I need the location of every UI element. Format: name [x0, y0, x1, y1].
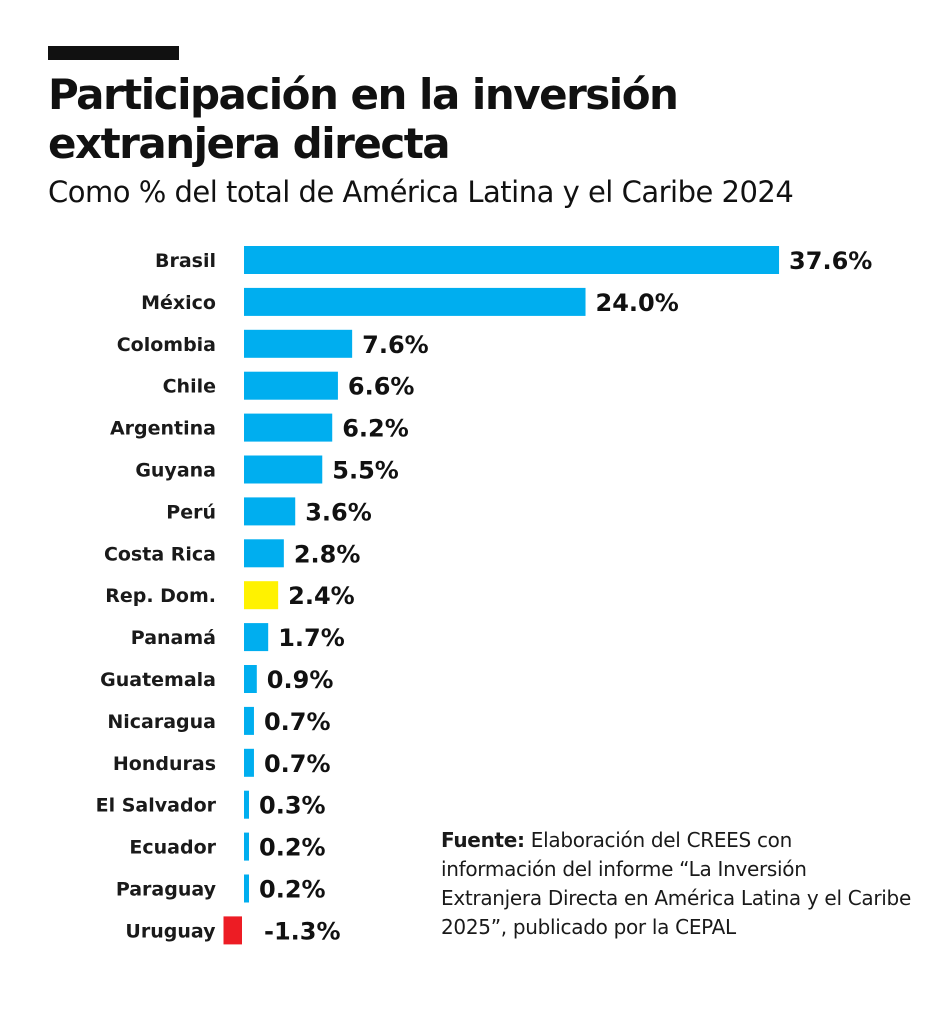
chart-subtitle: Como % del total de América Latina y el …	[48, 175, 794, 209]
bar-guatemala	[244, 665, 257, 693]
category-label-guatemala: Guatemala	[100, 669, 216, 691]
title-accent-rule	[48, 46, 179, 60]
chart-title-line-2: extranjera directa	[48, 119, 451, 168]
category-label-rep-dom: Rep. Dom.	[105, 585, 216, 607]
value-label-costa-rica: 2.8%	[294, 540, 361, 568]
bar-mexico	[244, 287, 586, 316]
bar-brasil	[244, 246, 780, 274]
category-label-paraguay: Paraguay	[116, 879, 217, 901]
category-label-panama: Panamá	[131, 627, 216, 649]
value-label-rep-dom: 2.4%	[288, 582, 355, 610]
bar-peru	[244, 497, 296, 526]
bar-colombia	[244, 329, 353, 358]
value-label-chile: 6.6%	[348, 373, 415, 401]
category-label-guyana: Guyana	[135, 460, 216, 482]
bar-honduras	[244, 748, 254, 777]
bar-nicaragua	[244, 706, 254, 735]
category-label-ecuador: Ecuador	[129, 837, 216, 859]
bar-rep-dom	[244, 581, 279, 610]
source-text: Elaboración del CREES con información de…	[441, 828, 911, 939]
category-label-colombia: Colombia	[117, 334, 216, 356]
value-label-uruguay: -1.3%	[264, 917, 341, 945]
category-label-honduras: Honduras	[113, 753, 216, 775]
value-label-guatemala: 0.9%	[267, 666, 334, 694]
value-label-brasil: 37.6%	[789, 247, 872, 275]
category-label-nicaragua: Nicaragua	[107, 711, 216, 733]
category-label-uruguay: Uruguay	[125, 920, 216, 942]
category-label-chile: Chile	[163, 376, 216, 398]
value-label-ecuador: 0.2%	[259, 834, 326, 862]
value-label-el-salvador: 0.3%	[259, 792, 326, 820]
bar-el-salvador	[244, 790, 249, 819]
value-label-panama: 1.7%	[278, 624, 345, 652]
bar-paraguay	[244, 874, 249, 903]
category-label-costa-rica: Costa Rica	[104, 543, 216, 565]
value-label-honduras: 0.7%	[264, 750, 331, 778]
value-label-nicaragua: 0.7%	[264, 708, 331, 736]
value-label-mexico: 24.0%	[596, 289, 679, 317]
category-label-mexico: México	[141, 292, 216, 314]
bar-guyana	[244, 455, 323, 484]
bar-ecuador	[244, 832, 249, 861]
value-label-argentina: 6.2%	[342, 415, 409, 443]
value-label-peru: 3.6%	[305, 498, 372, 526]
category-label-argentina: Argentina	[110, 418, 216, 440]
bar-chart: Brasil 37.6% México 24.0% Colombia 7.6% Chile 6…	[96, 246, 872, 945]
bar-argentina	[244, 413, 333, 442]
value-label-colombia: 7.6%	[362, 331, 429, 359]
category-label-el-salvador: El Salvador	[96, 795, 217, 817]
chart-title: Participación en la inversión extranjera …	[48, 70, 679, 168]
source-note: Fuente: Elaboración del CREES con inform…	[441, 826, 911, 942]
category-label-brasil: Brasil	[155, 250, 216, 272]
value-label-guyana: 5.5%	[332, 457, 399, 485]
bar-panama	[244, 623, 269, 652]
bar-uruguay	[223, 916, 242, 945]
source-label: Fuente:	[441, 828, 525, 852]
bar-costa-rica	[244, 539, 284, 568]
category-label-peru: Perú	[166, 501, 216, 523]
value-label-paraguay: 0.2%	[259, 876, 326, 904]
chart-title-line-1: Participación en la inversión	[48, 70, 679, 119]
bar-chile	[244, 371, 338, 400]
